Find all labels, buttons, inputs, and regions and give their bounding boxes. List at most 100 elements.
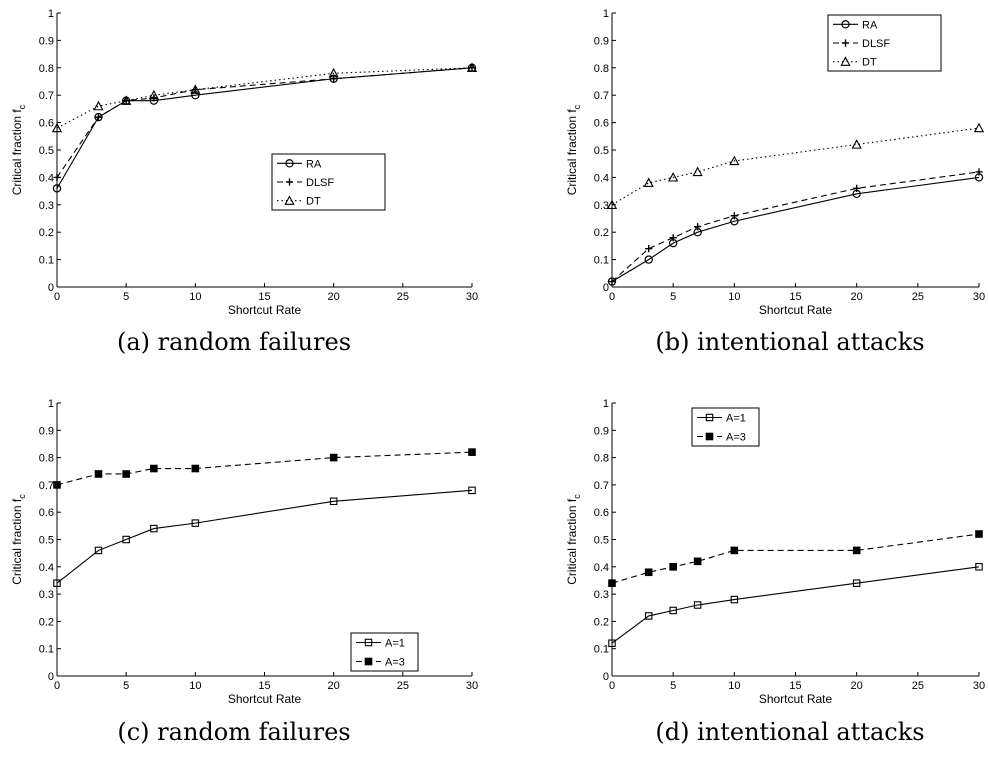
y-tick-label: 0.5 — [39, 535, 54, 547]
x-tick-label: 30 — [466, 291, 478, 303]
x-axis-label: Shortcut Rate — [228, 303, 302, 317]
y-tick-label: 0.8 — [594, 63, 609, 75]
data-point-dlsf — [150, 94, 158, 102]
y-axis-label-subscript: c — [572, 104, 582, 109]
x-tick-label: 25 — [397, 291, 409, 303]
y-tick-label: 0 — [603, 282, 609, 294]
y-tick-label: 0.2 — [39, 616, 54, 628]
y-tick-label: 0.8 — [39, 63, 54, 75]
series-line-ra — [611, 176, 980, 282]
data-point-a-1 — [329, 497, 338, 506]
legend-marker — [841, 20, 850, 29]
data-point-a-1 — [53, 579, 61, 587]
y-tick-label: 0.6 — [39, 507, 54, 519]
data-point-dt — [121, 95, 132, 105]
y-tick-label: 0 — [48, 282, 54, 294]
y-axis-label-main: Critical fraction f — [565, 498, 579, 585]
y-tick-label: 0.1 — [594, 644, 609, 656]
x-tick-label: 5 — [123, 680, 129, 692]
x-tick-label: 20 — [851, 291, 863, 303]
legend-marker — [284, 195, 295, 205]
x-tick-label: 25 — [912, 291, 924, 303]
figure-caption: (c) random failures — [117, 718, 350, 746]
y-axis-label-subscript: c — [17, 494, 27, 499]
data-point-a-3 — [608, 579, 616, 587]
data-point-dt — [692, 166, 703, 177]
legend-marker — [285, 159, 294, 168]
data-point-dlsf — [669, 234, 677, 242]
y-tick-label: 1 — [603, 398, 609, 410]
y-tick-label: 0.6 — [39, 118, 54, 130]
data-point-a-1 — [669, 606, 677, 615]
y-axis-label-main: Critical fraction f — [10, 109, 24, 196]
y-axis-label: Critical fraction fc — [10, 104, 27, 195]
series-line-ra — [56, 67, 473, 189]
data-point-dt — [328, 67, 339, 78]
data-point-a-1 — [644, 612, 653, 620]
data-point-a-3 — [53, 481, 61, 489]
x-tick-label: 30 — [973, 291, 985, 303]
x-tick-label: 0 — [54, 680, 60, 692]
data-point-a-3 — [669, 563, 677, 571]
data-point-dlsf — [730, 212, 738, 220]
x-tick-label: 10 — [728, 291, 740, 303]
data-point-a-3 — [150, 464, 158, 473]
series-line-dlsf — [611, 171, 980, 282]
legend-label: A=3 — [385, 657, 405, 669]
series-line-dt — [611, 127, 980, 206]
y-axis-label-subscript: c — [17, 104, 27, 109]
y-tick-label: 0.6 — [594, 507, 609, 519]
data-point-dt — [729, 155, 740, 166]
x-tick-label: 10 — [189, 680, 201, 692]
y-tick-label: 0.1 — [39, 644, 54, 656]
y-tick-label: 0.4 — [594, 172, 609, 184]
y-tick-label: 0.4 — [594, 562, 609, 574]
legend-label: DLSF — [306, 177, 334, 189]
x-tick-label: 5 — [123, 291, 129, 303]
data-point-a-1 — [122, 535, 130, 544]
data-point-a-3 — [852, 546, 861, 555]
y-axis-label: Critical fraction fc — [565, 104, 582, 195]
series-line-dlsf — [56, 67, 473, 178]
series-line-a-3 — [56, 451, 473, 486]
data-point-dlsf — [975, 168, 983, 176]
series-line-a-3 — [611, 533, 980, 584]
legend-label: RA — [306, 158, 322, 170]
data-point-a-1 — [730, 595, 739, 604]
x-tick-label: 15 — [789, 291, 801, 303]
x-tick-label: 30 — [973, 680, 985, 692]
y-tick-label: 0.5 — [39, 145, 54, 157]
x-tick-label: 0 — [609, 680, 615, 692]
legend-marker — [840, 56, 851, 66]
data-point-a-3 — [191, 464, 200, 473]
y-tick-label: 0.4 — [39, 172, 54, 184]
series-line-dt — [56, 67, 473, 129]
data-point-a-3 — [329, 453, 338, 462]
y-tick-label: 0.7 — [39, 480, 54, 492]
data-point-dt — [93, 100, 104, 111]
y-tick-label: 0.3 — [594, 200, 609, 212]
legend-label: DLSF — [862, 38, 890, 50]
y-tick-label: 0.5 — [594, 145, 609, 157]
x-axis-label: Shortcut Rate — [759, 692, 833, 706]
y-tick-label: 0.2 — [39, 227, 54, 239]
data-point-a-1 — [852, 579, 861, 587]
x-tick-label: 10 — [189, 291, 201, 303]
y-tick-label: 1 — [48, 398, 54, 410]
y-axis-label-main: Critical fraction f — [10, 498, 24, 585]
data-point-a-3 — [468, 448, 476, 456]
chart-panel-2: 00.10.20.30.40.50.60.70.80.910 5 10 15 20 25 3… — [565, 8, 985, 356]
x-tick-label: 20 — [328, 680, 340, 692]
y-axis-label-subscript: c — [572, 494, 582, 499]
legend-label: A=3 — [726, 432, 746, 444]
y-tick-label: 0.7 — [594, 480, 609, 492]
y-tick-label: 1 — [603, 8, 609, 20]
legend-marker — [705, 413, 714, 422]
x-tick-label: 25 — [912, 680, 924, 692]
x-tick-label: 0 — [609, 291, 615, 303]
x-tick-label: 0 — [54, 291, 60, 303]
x-axis-label: Shortcut Rate — [228, 692, 302, 706]
legend-marker — [364, 657, 373, 666]
data-point-a-1 — [191, 519, 200, 527]
